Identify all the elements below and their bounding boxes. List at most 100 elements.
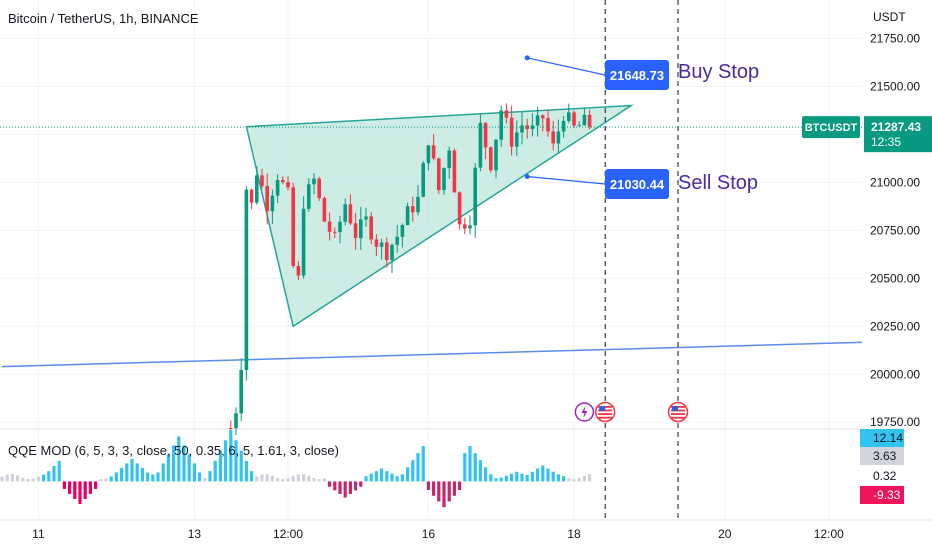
indicator-bar bbox=[458, 481, 462, 490]
indicator-bar bbox=[57, 460, 61, 482]
last-price-value: 21287.43 bbox=[871, 120, 921, 134]
indicator-bar bbox=[359, 481, 363, 487]
indicator-bar bbox=[52, 466, 56, 482]
bar-countdown: 12:35 bbox=[871, 135, 901, 149]
sell-stop-price-box bbox=[605, 169, 669, 199]
candle-body bbox=[457, 192, 462, 225]
indicator-bar bbox=[0, 476, 4, 482]
y-tick-label: 21500.00 bbox=[870, 79, 920, 93]
indicator-value-tag bbox=[860, 447, 904, 465]
indicator-bar bbox=[312, 478, 316, 482]
indicator-bar bbox=[380, 468, 384, 482]
buy-stop-label: Buy Stop bbox=[678, 61, 759, 83]
indicator-bar bbox=[125, 463, 129, 482]
indicator-bar bbox=[276, 478, 280, 482]
indicator-bar bbox=[302, 474, 306, 482]
sell-stop-connector bbox=[527, 175, 606, 185]
candle-body bbox=[343, 204, 347, 222]
y-tick-label: 21000.00 bbox=[870, 175, 920, 189]
indicator-bar bbox=[530, 471, 534, 482]
candle-body bbox=[405, 206, 410, 226]
candle-body bbox=[291, 187, 295, 266]
indicator-bar bbox=[135, 463, 139, 482]
us-flag-stripe bbox=[671, 413, 685, 415]
candle-body bbox=[317, 178, 321, 198]
indicator-bar bbox=[406, 467, 410, 482]
indicator-bar bbox=[411, 460, 415, 482]
candle-body bbox=[265, 186, 269, 212]
candles-layer bbox=[229, 103, 592, 435]
indicator-bar bbox=[478, 460, 482, 482]
indicator-bar bbox=[343, 481, 347, 498]
y-tick-label: 20500.00 bbox=[870, 271, 920, 285]
candle-body bbox=[483, 122, 488, 148]
us-flag-canton bbox=[599, 406, 606, 411]
indicator-bar bbox=[291, 476, 295, 482]
indicator-bar bbox=[541, 465, 545, 482]
indicator-bar bbox=[525, 475, 529, 482]
candle-body bbox=[327, 221, 332, 232]
buy-stop-connector bbox=[527, 57, 606, 76]
indicator-bar bbox=[78, 481, 82, 504]
candle-body bbox=[431, 145, 436, 159]
indicator-bar bbox=[16, 475, 20, 482]
candle-body bbox=[229, 428, 233, 429]
indicator-bar bbox=[510, 473, 514, 482]
indicator-bar bbox=[582, 475, 586, 482]
y-tick-label: 19750.00 bbox=[870, 415, 920, 429]
indicator-bar bbox=[36, 476, 40, 482]
candle-body bbox=[348, 204, 353, 224]
candle-body bbox=[577, 125, 581, 127]
candle-body bbox=[520, 125, 524, 133]
candle-body bbox=[587, 114, 592, 128]
indicator-bar bbox=[432, 481, 436, 496]
y-tick-label: 20250.00 bbox=[870, 319, 920, 333]
y-tick-label: 20750.00 bbox=[870, 223, 920, 237]
indicator-bar bbox=[120, 467, 124, 482]
indicator-bar bbox=[177, 436, 181, 482]
candle-body bbox=[421, 163, 425, 197]
candle-body bbox=[561, 120, 566, 132]
indicator-bar bbox=[556, 474, 560, 482]
indicator-bar bbox=[140, 467, 144, 482]
indicator-bar bbox=[317, 479, 321, 482]
indicator-bar bbox=[322, 478, 326, 482]
x-tick-label: 11 bbox=[32, 527, 45, 541]
candle-body bbox=[442, 168, 446, 191]
indicator-bar bbox=[551, 471, 555, 482]
indicator-bar bbox=[447, 481, 451, 502]
indicator-bar bbox=[5, 474, 9, 482]
indicator-value-label: 0.32 bbox=[873, 469, 897, 483]
indicator-bar bbox=[198, 472, 202, 482]
indicator-bar bbox=[281, 479, 285, 482]
candle-body bbox=[353, 223, 358, 239]
indicator-bar bbox=[421, 446, 425, 482]
indicator-bar bbox=[114, 472, 118, 482]
x-tick-label: 18 bbox=[567, 527, 581, 541]
sell-stop-price: 21030.44 bbox=[610, 177, 665, 192]
lightning-bolt-icon bbox=[581, 406, 588, 418]
indicator-bar bbox=[26, 479, 30, 482]
indicator-bar bbox=[255, 476, 259, 482]
candle-body bbox=[504, 110, 509, 118]
candle-body bbox=[286, 182, 290, 188]
candle-body bbox=[416, 196, 420, 213]
stop-annotations-layer: 21648.73 Buy Stop 21030.44 Sell Stop bbox=[524, 55, 759, 199]
rising-wedge-triangle bbox=[245, 104, 634, 328]
indicator-bar bbox=[218, 450, 222, 482]
x-tick-label: 12:00 bbox=[273, 527, 303, 541]
indicator-bar bbox=[468, 446, 472, 482]
indicator-bar bbox=[484, 467, 488, 482]
candle-body bbox=[379, 242, 384, 247]
indicator-bar bbox=[473, 453, 477, 482]
candle-body bbox=[525, 125, 529, 130]
indicator-bar bbox=[572, 479, 576, 482]
indicator-value-label: 12.14 bbox=[873, 431, 903, 445]
candle-body bbox=[530, 125, 535, 130]
candle-body bbox=[468, 225, 472, 229]
candle-body bbox=[390, 244, 394, 260]
candle-body bbox=[338, 221, 342, 233]
indicator-bar bbox=[130, 458, 134, 482]
candle-body bbox=[275, 180, 280, 196]
